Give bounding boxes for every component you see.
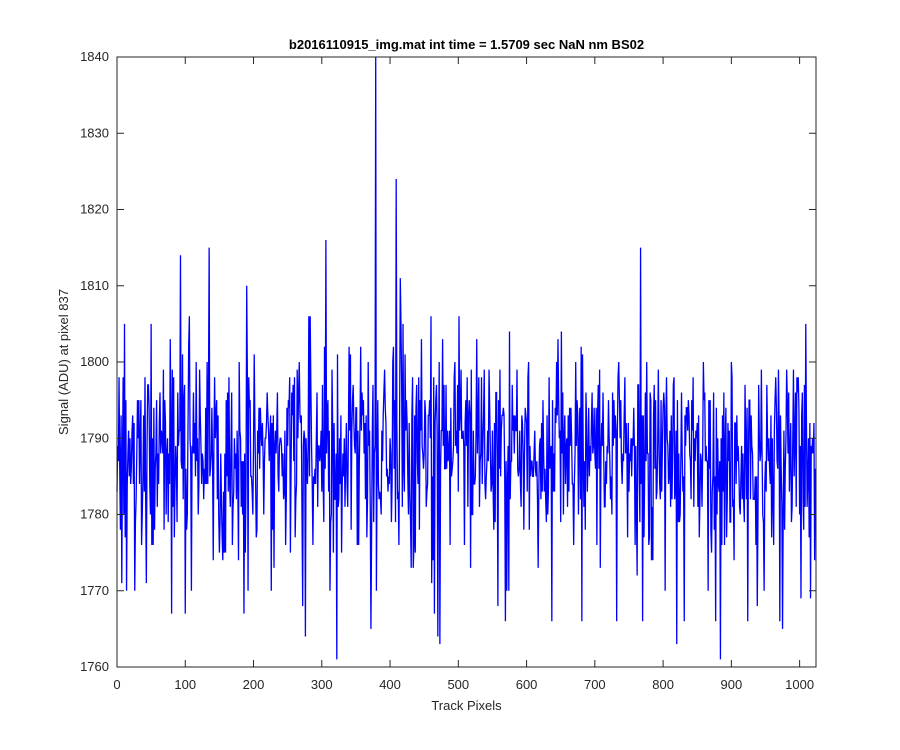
x-tick-label: 1000	[785, 677, 814, 692]
x-tick-label: 900	[721, 677, 743, 692]
y-tick-label: 1760	[80, 659, 109, 674]
x-tick-label: 500	[447, 677, 469, 692]
x-axis: 0 100 200 300 400 500 600 700 800 900 1000	[113, 57, 814, 692]
series-line	[116, 56, 816, 660]
x-tick-label: 600	[516, 677, 538, 692]
x-tick-label: 700	[584, 677, 606, 692]
x-tick-label: 100	[174, 677, 196, 692]
plot-background	[117, 57, 816, 667]
y-tick-label: 1820	[80, 202, 109, 217]
x-tick-label: 0	[113, 677, 120, 692]
y-tick-label: 1780	[80, 507, 109, 522]
x-tick-label: 800	[652, 677, 674, 692]
y-tick-label: 1770	[80, 583, 109, 598]
x-tick-label: 400	[379, 677, 401, 692]
y-tick-label: 1800	[80, 354, 109, 369]
y-tick-label: 1790	[80, 430, 109, 445]
x-tick-label: 200	[243, 677, 265, 692]
chart-title: b2016110915_img.mat int time = 1.5709 se…	[289, 37, 644, 52]
y-tick-label: 1810	[80, 278, 109, 293]
series-layer	[116, 56, 816, 660]
y-tick-label: 1840	[80, 49, 109, 64]
x-tick-label: 300	[311, 677, 333, 692]
y-axis-label: Signal (ADU) at pixel 837	[56, 289, 71, 435]
x-axis-label: Track Pixels	[431, 698, 502, 713]
y-axis: 1760 1770 1780 1790 1800 1810 1820 1830 1840	[80, 49, 816, 674]
y-tick-label: 1830	[80, 125, 109, 140]
